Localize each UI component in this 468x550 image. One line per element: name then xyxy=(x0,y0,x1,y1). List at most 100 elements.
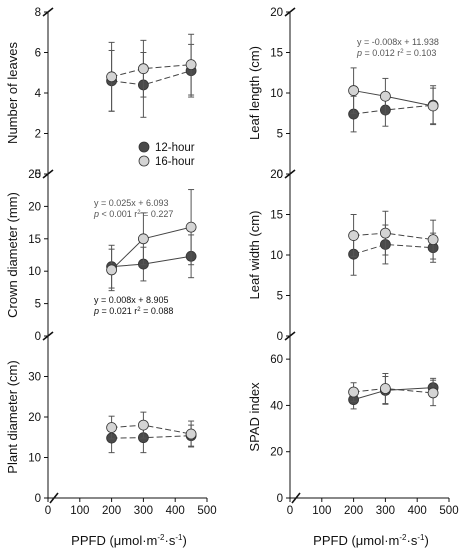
axis-break-mark xyxy=(42,7,54,17)
series-line-12-hour xyxy=(111,435,192,439)
x-tick-label: 400 xyxy=(408,505,427,517)
data-point-16-hour xyxy=(379,383,391,394)
y-tick-label: 8 xyxy=(35,7,41,19)
legend-label: 12-hour xyxy=(155,142,195,154)
y-axis-label: Crown diameter (mm) xyxy=(5,192,20,318)
data-point-16-hour xyxy=(137,419,149,431)
legend-label: 16-hour xyxy=(155,156,195,168)
y-tick-label: 4 xyxy=(35,88,42,100)
x-tick-label: 200 xyxy=(102,505,121,517)
x-tick-label: 300 xyxy=(376,505,395,517)
data-point-16-hour xyxy=(427,387,439,399)
series-line-16-hour xyxy=(353,388,434,394)
y-axis-label: Number of leaves xyxy=(5,42,20,144)
axis-break-mark xyxy=(291,492,301,504)
series-line-16-hour xyxy=(111,226,192,271)
regression-stats: p = 0.012 r2 = 0.103 xyxy=(356,48,436,58)
x-tick-label: 100 xyxy=(70,505,89,517)
x-tick-label: 0 xyxy=(287,505,293,517)
series-line-12-hour xyxy=(353,104,434,115)
y-tick-label: 10 xyxy=(28,453,41,465)
x-axis-label-left: PPFD (μmol·m-2·s-1) xyxy=(71,533,187,548)
data-point-16-hour xyxy=(185,221,197,233)
data-point-16-hour xyxy=(427,100,439,112)
legend-marker xyxy=(138,141,150,153)
y-tick-label: 15 xyxy=(28,234,41,246)
series-line-16-hour xyxy=(111,424,192,435)
y-tick-label: 30 xyxy=(28,372,41,384)
y-tick-label: 0 xyxy=(277,493,283,505)
data-point-16-hour xyxy=(137,233,149,245)
data-point-16-hour xyxy=(185,428,197,440)
panel-top-right: 0 5 10 15 20 Leaf length (cm) y = -0.008x + 11… xyxy=(247,7,439,181)
data-point-16-hour xyxy=(348,386,360,398)
data-point-16-hour xyxy=(348,85,360,96)
regression-equation: y = 0.025x + 6.093 xyxy=(94,198,169,208)
data-point-16-hour xyxy=(379,90,391,102)
y-tick-label: 0 xyxy=(277,331,283,343)
y-tick-label: 15 xyxy=(270,48,283,60)
regression-stats: p < 0.001 r2 = 0.227 xyxy=(93,209,173,219)
data-point-16-hour xyxy=(427,234,439,246)
series-line-16-hour xyxy=(353,90,434,107)
y-tick-label: 15 xyxy=(270,210,283,222)
y-tick-label: 10 xyxy=(270,250,283,262)
x-tick-label: 100 xyxy=(312,505,331,517)
y-tick-label: 25 xyxy=(28,169,41,181)
x-tick-label: 400 xyxy=(166,505,185,517)
data-point-16-hour xyxy=(137,63,149,75)
panel-middle-left: 0 5 10 15 20 25 Crown diameter (mm) y = 0.025x … xyxy=(5,169,197,343)
series-line-12-hour xyxy=(353,243,434,255)
y-tick-label: 5 xyxy=(277,129,283,141)
y-axis-label: Leaf length (cm) xyxy=(247,46,262,140)
x-tick-label: 500 xyxy=(197,505,216,517)
x-tick-label: 300 xyxy=(134,505,153,517)
data-point-16-hour xyxy=(379,227,391,239)
chart-panels: 0 2 4 6 8 Number of leaves 0 5 10 15 20 Leaf length… xyxy=(5,7,459,517)
y-tick-label: 0 xyxy=(35,493,41,505)
y-axis-label: Plant diameter (cm) xyxy=(5,360,20,473)
y-axis-label: SPAD index xyxy=(247,382,262,452)
data-point-16-hour xyxy=(185,59,197,71)
panel-middle-right: 0 5 10 15 20 Leaf width (cm) xyxy=(247,169,439,343)
x-tick-label: 200 xyxy=(344,505,363,517)
y-tick-label: 2 xyxy=(35,129,41,141)
data-point-16-hour xyxy=(348,230,360,241)
regression-equation: y = -0.008x + 11.938 xyxy=(357,37,439,47)
axis-break-mark xyxy=(284,331,296,341)
data-point-16-hour xyxy=(106,264,117,276)
y-tick-label: 10 xyxy=(270,88,283,100)
regression-stats: p = 0.021 r2 = 0.088 xyxy=(93,306,173,316)
axis-break-mark xyxy=(284,7,296,17)
x-tick-label: 500 xyxy=(439,505,458,517)
y-tick-label: 20 xyxy=(28,412,41,424)
y-tick-label: 20 xyxy=(270,447,283,459)
y-tick-label: 40 xyxy=(270,400,283,412)
y-tick-label: 0 xyxy=(35,169,41,181)
chart-legend: 12-hour 16-hour xyxy=(138,141,195,168)
y-axis-label: Leaf width (cm) xyxy=(247,211,262,300)
y-tick-label: 60 xyxy=(270,354,283,366)
legend-marker xyxy=(138,155,150,167)
series-line-16-hour xyxy=(111,64,192,78)
data-point-16-hour xyxy=(106,422,117,433)
series-line-16-hour xyxy=(353,232,434,241)
axis-break-mark xyxy=(284,169,296,179)
y-tick-label: 0 xyxy=(35,331,41,343)
axis-break-mark xyxy=(42,169,54,179)
axis-break-mark xyxy=(49,492,59,504)
y-tick-label: 10 xyxy=(28,266,41,278)
y-tick-label: 5 xyxy=(277,291,283,303)
panel-bottom-right: 0 20 40 60 0 100 200 300 400 500 SPAD index xyxy=(247,331,459,517)
regression-equation: y = 0.008x + 8.905 xyxy=(94,295,169,305)
y-tick-label: 6 xyxy=(35,48,41,60)
y-tick-label: 5 xyxy=(35,299,41,311)
panel-top-left: 0 2 4 6 8 Number of leaves xyxy=(5,7,197,181)
y-tick-label: 20 xyxy=(270,169,283,181)
y-tick-label: 20 xyxy=(270,7,283,19)
data-point-16-hour xyxy=(106,71,117,83)
y-tick-label: 20 xyxy=(28,201,41,213)
x-axis-label-right: PPFD (μmol·m-2·s-1) xyxy=(313,533,429,548)
